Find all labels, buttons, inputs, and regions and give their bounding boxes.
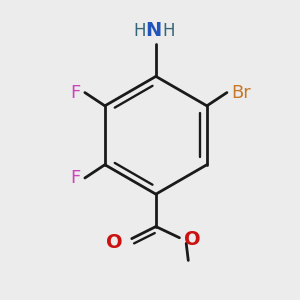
Text: N: N — [145, 22, 161, 40]
Text: H: H — [162, 22, 175, 40]
Text: Br: Br — [231, 84, 251, 102]
Text: F: F — [70, 169, 80, 187]
Text: O: O — [106, 233, 123, 252]
Text: O: O — [184, 230, 201, 249]
Text: H: H — [134, 22, 146, 40]
Text: F: F — [70, 84, 80, 102]
